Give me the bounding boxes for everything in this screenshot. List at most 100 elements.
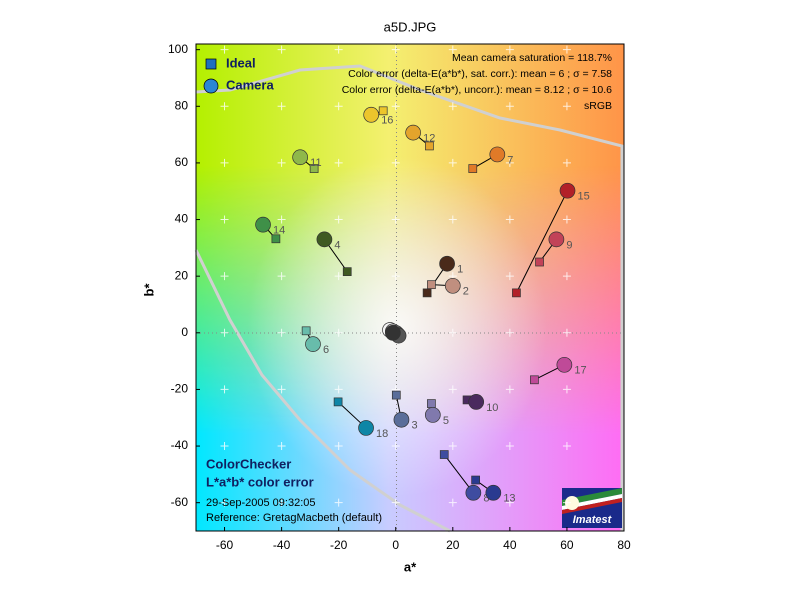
x-tick-label: 0 bbox=[392, 538, 399, 552]
grid-cross bbox=[505, 158, 514, 167]
y-axis-label: b* bbox=[141, 283, 156, 297]
x-tick-label: -40 bbox=[273, 538, 291, 552]
legend-marker bbox=[203, 78, 219, 94]
grid-cross bbox=[562, 385, 571, 394]
point-label: 9 bbox=[566, 239, 572, 251]
x-tick-label: 80 bbox=[617, 538, 631, 552]
camera-marker bbox=[465, 484, 482, 501]
grid-cross bbox=[562, 102, 571, 111]
point-label: 10 bbox=[486, 402, 498, 414]
grid-cross bbox=[220, 158, 229, 167]
logo-text: Imatest bbox=[573, 514, 613, 526]
grid-cross bbox=[562, 215, 571, 224]
ideal-marker bbox=[530, 375, 539, 385]
camera-marker bbox=[444, 277, 461, 294]
grid-cross bbox=[562, 498, 571, 507]
footer-line: Reference: GretagMacbeth (default) bbox=[206, 512, 382, 524]
legend-label: Camera bbox=[226, 77, 274, 92]
grid-cross bbox=[334, 272, 343, 281]
grid-cross bbox=[448, 442, 457, 451]
ideal-marker bbox=[425, 141, 434, 151]
grid-cross bbox=[562, 442, 571, 451]
grid-cross bbox=[391, 102, 400, 111]
camera-marker bbox=[489, 146, 506, 163]
y-tick-label: 0 bbox=[181, 325, 188, 339]
ideal-marker bbox=[439, 450, 449, 459]
grid-cross bbox=[505, 385, 514, 394]
footer-line: 29-Sep-2005 09:32:05 bbox=[206, 497, 315, 509]
grid-cross bbox=[277, 215, 286, 224]
camera-marker bbox=[485, 484, 502, 501]
grid-cross bbox=[448, 102, 457, 111]
grid-cross bbox=[505, 498, 514, 507]
ideal-marker bbox=[301, 326, 311, 336]
camera-marker bbox=[556, 356, 573, 373]
x-tick-label: -20 bbox=[330, 538, 348, 552]
grid-cross bbox=[277, 45, 286, 54]
ideal-marker bbox=[391, 390, 401, 400]
grid-cross bbox=[220, 215, 229, 224]
point-label: 15 bbox=[578, 191, 590, 203]
camera-marker bbox=[305, 336, 321, 352]
camera-marker bbox=[292, 149, 308, 166]
grid-cross bbox=[277, 385, 286, 394]
info-line: Color error (delta-E(a*b*), sat. corr.):… bbox=[348, 68, 612, 80]
grid-cross bbox=[220, 498, 229, 507]
ideal-marker bbox=[271, 234, 281, 244]
grid-cross bbox=[334, 102, 343, 111]
grid-cross bbox=[391, 158, 400, 167]
y-tick-label: 60 bbox=[175, 155, 189, 169]
grid-cross bbox=[334, 45, 343, 54]
info-line: Mean camera saturation = 118.7% bbox=[452, 52, 612, 64]
ideal-marker bbox=[512, 288, 521, 298]
grid-cross bbox=[448, 215, 457, 224]
grid-cross bbox=[277, 442, 286, 451]
camera-marker bbox=[385, 324, 401, 341]
ideal-marker bbox=[422, 288, 432, 298]
point-label: 12 bbox=[423, 133, 435, 145]
y-tick-label: 40 bbox=[175, 212, 189, 226]
x-tick-label: 40 bbox=[503, 538, 517, 552]
ideal-marker bbox=[378, 106, 388, 116]
grid-cross bbox=[448, 385, 457, 394]
grid-cross bbox=[448, 498, 457, 507]
x-tick-label: 20 bbox=[446, 538, 460, 552]
point-label: 4 bbox=[334, 239, 340, 251]
grid-cross bbox=[391, 442, 400, 451]
camera-marker bbox=[316, 231, 333, 248]
y-tick-label: -40 bbox=[171, 438, 189, 452]
grid-cross bbox=[334, 385, 343, 394]
grid-cross bbox=[448, 45, 457, 54]
point-label: 7 bbox=[507, 154, 513, 166]
grid-cross bbox=[334, 215, 343, 224]
info-line: Color error (delta-E(a*b*), uncorr.): me… bbox=[342, 84, 612, 96]
point-label: 8 bbox=[483, 493, 489, 505]
grid-cross bbox=[562, 158, 571, 167]
point-label: 16 bbox=[381, 115, 393, 127]
grid-cross bbox=[448, 158, 457, 167]
camera-marker bbox=[439, 255, 455, 272]
camera-marker bbox=[424, 407, 441, 423]
y-tick-label: -60 bbox=[171, 495, 189, 509]
grid-cross bbox=[562, 272, 571, 281]
grid-cross bbox=[562, 328, 571, 337]
point-label: 13 bbox=[503, 493, 515, 505]
point-label: 17 bbox=[574, 365, 586, 377]
grid-cross bbox=[505, 272, 514, 281]
grid-cross bbox=[220, 328, 229, 337]
x-tick-label: 60 bbox=[560, 538, 574, 552]
grid-cross bbox=[505, 328, 514, 337]
grid-cross bbox=[220, 442, 229, 451]
camera-marker bbox=[468, 394, 485, 410]
camera-marker bbox=[363, 106, 380, 123]
plot-background bbox=[194, 43, 625, 533]
grid-cross bbox=[277, 102, 286, 111]
grid-cross bbox=[220, 272, 229, 281]
point-label: 2 bbox=[463, 286, 469, 298]
grid-cross bbox=[220, 385, 229, 394]
grid-cross bbox=[220, 102, 229, 111]
point-label: 1 bbox=[457, 264, 463, 276]
legend-label: Ideal bbox=[226, 55, 256, 70]
ideal-marker bbox=[535, 257, 544, 267]
